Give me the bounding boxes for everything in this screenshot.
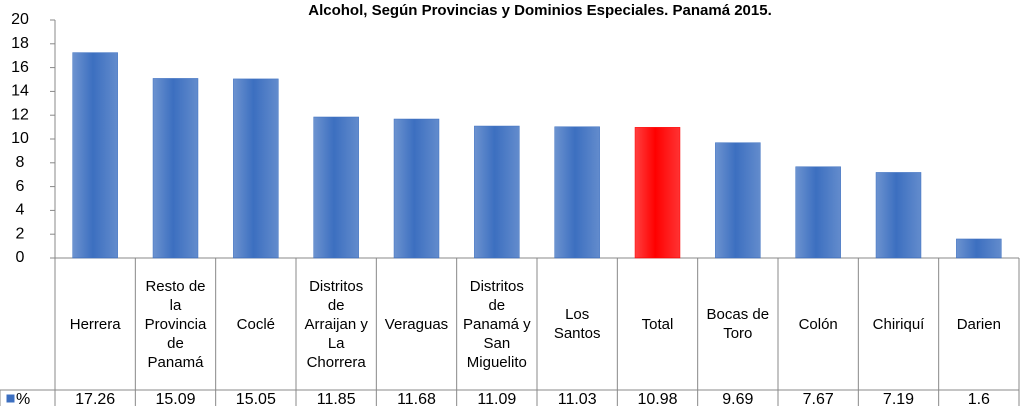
bar [875,172,922,259]
legend-key [5,393,16,404]
y-tick-label: 12 [11,106,29,123]
data-table-value: 11.85 [316,391,356,406]
bar [554,126,600,259]
y-tick-label: 2 [16,225,25,242]
data-table-value: 17.26 [75,391,116,406]
bar [72,52,118,259]
data-table-value: 7.67 [802,391,834,406]
x-tick-label: Colón [798,315,838,333]
x-tick-label: Los Santos [553,306,601,342]
y-tick-label: 10 [11,130,29,147]
x-tick-label: Darien [956,315,1001,333]
y-tick-label: 14 [11,83,29,100]
data-table-value: 15.05 [235,391,276,406]
data-table-value: 10.98 [637,391,678,406]
y-tick-label: 20 [11,11,29,28]
x-tick-label: Herrera [69,315,121,333]
data-table-value: 11.09 [477,391,517,406]
bar [795,166,841,259]
y-tick-label: 6 [16,178,25,195]
x-tick-label: Bocas de Toro [706,306,770,342]
bar [152,78,199,259]
x-tick-label: Distritos de Panamá y San Miguelito [463,277,531,371]
bar [715,142,761,259]
data-table-value: 15.09 [155,391,196,406]
bar [393,118,440,259]
y-tick-label: 0 [16,249,25,266]
y-tick-label: 8 [16,154,25,171]
x-tick-label: Distritos de Arraijan y La Chorrera [304,277,368,371]
data-table-value: 7.19 [882,391,915,406]
bar [956,238,1002,259]
x-tick-label: Resto de la Provincia de Panamá [144,277,207,371]
data-table-value: 11.03 [557,391,597,406]
x-tick-label: Veraguas [384,315,449,333]
y-tick-label: 18 [11,35,29,52]
y-tick-label: 16 [11,59,29,76]
x-tick-label: Chiriquí [872,315,925,333]
bar [474,125,520,259]
chart-title: Alcohol, Según Provincias y Dominios Esp… [308,2,772,19]
y-tick-label: 4 [16,202,25,219]
x-tick-label: Coclé [236,315,275,333]
data-table-value: 9.69 [722,391,754,406]
bar [634,127,681,259]
data-table-value: 11.68 [397,391,436,406]
x-tick-label: Total [641,315,674,333]
bar [313,116,359,259]
legend-label: % [16,391,31,406]
bar [233,78,279,259]
data-table-value: 1.6 [967,391,990,406]
